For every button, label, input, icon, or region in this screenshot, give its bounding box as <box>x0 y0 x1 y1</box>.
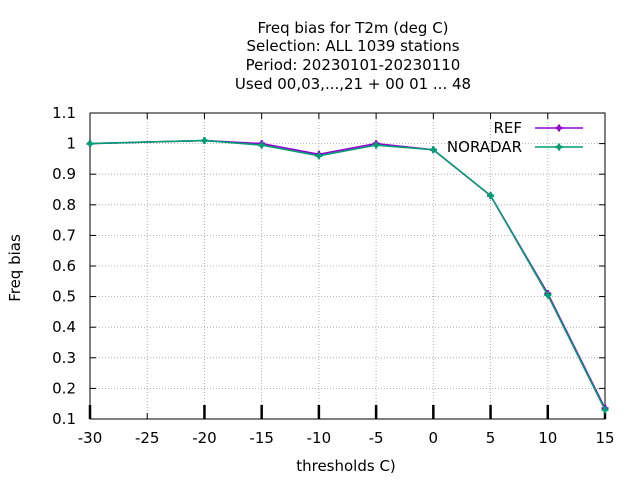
legend-marker-dot <box>556 144 562 150</box>
x-tick-label: 15 <box>595 429 614 447</box>
x-tick-label: -20 <box>192 429 217 447</box>
data-point-dot <box>259 142 265 148</box>
title-line-2: Selection: ALL 1039 stations <box>246 37 459 55</box>
series-group <box>86 137 609 414</box>
y-tick-label: 0.4 <box>52 318 76 336</box>
y-tick-label: 0.8 <box>52 196 76 214</box>
data-point-dot <box>87 141 93 147</box>
series-line <box>89 139 606 409</box>
data-point-dot <box>373 142 379 148</box>
x-tick-label: -5 <box>369 429 384 447</box>
y-tick-label: 0.6 <box>52 257 76 275</box>
data-point-dot <box>602 407 608 413</box>
data-point-dot <box>430 147 436 153</box>
series-line <box>89 139 606 411</box>
chart-title: Freq bias for T2m (deg C) Selection: ALL… <box>235 19 471 93</box>
data-point-dot <box>545 292 551 298</box>
legend-marker-dot <box>556 125 562 131</box>
y-tick-label: 0.3 <box>52 349 76 367</box>
data-point-dot <box>316 153 322 159</box>
x-tick-label: -30 <box>78 429 103 447</box>
y-tick-label: 0.7 <box>52 226 76 244</box>
legend-label: REF <box>493 119 522 137</box>
x-tick-label: 5 <box>486 429 496 447</box>
data-point-dot <box>202 138 207 143</box>
x-tick-label: -15 <box>249 429 274 447</box>
y-tick-label: 1.1 <box>52 104 76 122</box>
y-tick-label: 0.5 <box>52 288 76 306</box>
plot-frame <box>89 112 606 420</box>
data-point-dot <box>488 193 493 199</box>
x-tick-label: -10 <box>307 429 332 447</box>
x-tick-label: 10 <box>538 429 557 447</box>
series-noradar <box>86 137 609 414</box>
y-tick-label: 0.1 <box>52 410 76 428</box>
x-tick-label: -25 <box>135 429 160 447</box>
title-line-3: Period: 20230101-20230110 <box>246 56 461 74</box>
title-line-1: Freq bias for T2m (deg C) <box>257 19 448 37</box>
grid <box>90 113 605 419</box>
series-ref <box>86 137 609 412</box>
y-axis-label: Freq bias <box>6 234 24 302</box>
axis-ticks: 0.1 0.2 0.3 0.4 0.5 0.6 0.7 0.8 0.9 1 1.1 -30 -25 -20… <box>52 104 614 447</box>
x-tick-label: 0 <box>429 429 439 447</box>
y-tick-label: 0.9 <box>52 165 76 183</box>
x-axis-label: thresholds C) <box>296 457 396 475</box>
title-line-4: Used 00,03,...,21 + 00 01 ... 48 <box>235 75 471 93</box>
legend-label: NORADAR <box>447 138 522 156</box>
y-tick-label: 1 <box>66 135 76 153</box>
y-tick-label: 0.2 <box>52 379 76 397</box>
